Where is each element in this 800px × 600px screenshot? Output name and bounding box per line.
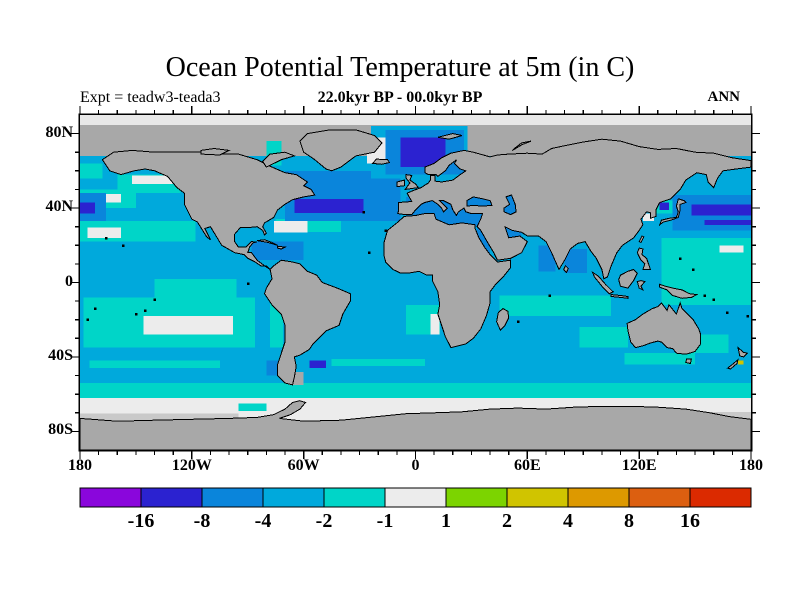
colorbar-cell [201,487,264,508]
island-dot [367,251,371,255]
colorbar-tick-label: 4 [563,510,573,532]
colorbar-tick-label: -4 [254,510,272,532]
island-dot [746,315,749,318]
colorbar-tick-label: -1 [376,510,394,532]
colorbar-cell [262,487,325,508]
anomaly-patch [80,202,95,214]
anomaly-patch [579,327,628,348]
anomaly-patch [80,115,751,126]
anomaly-patch [499,295,612,316]
colorbar-cell [689,487,752,508]
colorbar-cell [323,487,386,508]
island-dot [712,298,716,301]
anomaly-patch [132,175,174,184]
anomaly-patch [430,314,440,335]
colorbar-tick-label: -2 [315,510,333,532]
island-dot [144,309,147,312]
lat-tick-label: 40S [48,346,73,364]
island-dot [105,236,108,240]
lat-tick-label: 80N [45,123,73,141]
island-dot [384,229,388,232]
island-dot [725,311,729,314]
anomaly-patch [331,358,425,367]
island-dot [93,307,97,311]
colorbar-cell [567,487,630,508]
colorbar-cell [79,487,142,508]
lat-tick-label: 0 [65,272,73,290]
lon-tick-label: 180 [68,457,92,474]
colorbar-tick-label: 16 [680,510,700,532]
island-dot [86,318,89,322]
anomaly-patch [659,202,669,210]
anomaly-patch [691,204,751,216]
anomaly-patch [154,278,237,298]
anomaly-patch [87,227,121,238]
season-label: ANN [707,89,741,105]
island-dot [362,210,365,214]
island-dot [703,294,706,297]
anomaly-patch [238,403,267,411]
lon-tick-label: 0 [411,457,420,474]
anomaly-patch [80,383,751,398]
island-dot [548,294,552,297]
colorbar-tick-label: -8 [193,510,211,532]
lat-tick-label: 80S [48,421,73,439]
world-map-plot [80,115,751,450]
anomaly-patch [309,360,327,369]
landmass-tasmania [685,358,693,365]
period-label: 22.0kyr BP - 00.0kyr BP [317,89,483,106]
anomaly-patch [624,353,696,365]
lat-tick-label: 40N [45,198,73,216]
colorbar-cell [628,487,691,508]
colorbar-cell [140,487,203,508]
lon-tick-label: 120E [621,457,657,474]
anomaly-patch [89,360,220,369]
colorbar-tick-label: 2 [502,510,512,532]
experiment-label: Expt = teadw3-teada3 [80,89,221,106]
colorbar-tick-label: 1 [441,510,451,532]
anomaly-patch [719,245,744,253]
island-dot [517,320,520,324]
anomaly-patch [273,221,308,233]
island-dot [246,282,250,285]
island-dot [153,298,157,301]
lon-tick-label: 120W [171,457,212,474]
lon-tick-label: 60W [287,457,320,474]
anomaly-patch [143,316,233,335]
anomaly-patch [738,360,744,365]
figure-title: Ocean Potential Temperature at 5m (in C) [165,52,635,83]
island-dot [692,268,695,271]
island-dot [134,313,138,316]
anomaly-patch [294,198,364,213]
anomaly-patch [704,220,751,225]
colorbar-tick-label: -16 [127,510,155,532]
landmass-iceland [371,158,391,165]
island-dot [679,257,682,260]
lon-tick-label: 180 [739,457,763,474]
colorbar-cell [506,487,569,508]
island-dot [121,244,125,247]
anomaly-patch [251,241,304,261]
colorbar [79,487,752,508]
colorbar-cell [445,487,508,508]
anomaly-patch [80,163,103,179]
colorbar-cell [384,487,447,508]
colorbar-tick-label: 8 [624,510,634,532]
lon-tick-label: 60E [513,457,541,474]
